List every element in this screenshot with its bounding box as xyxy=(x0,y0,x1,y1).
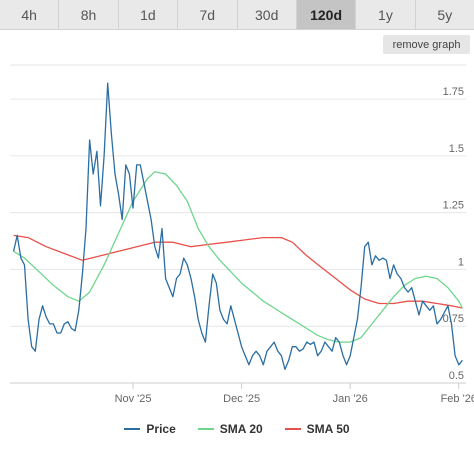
x-tick-label: Jan '26 xyxy=(333,393,368,405)
series-line-sma-50 xyxy=(13,234,463,309)
y-tick-label: 0.5 xyxy=(449,370,464,382)
y-tick-label: 1.25 xyxy=(443,200,464,212)
remove-graph-button[interactable]: remove graph xyxy=(383,35,470,54)
x-tick-label: Nov '25 xyxy=(115,393,152,405)
series-line-sma-20 xyxy=(13,171,463,343)
y-tick-label: 1 xyxy=(458,256,464,268)
series-line-price xyxy=(12,82,463,371)
range-tab-120d[interactable]: 120d xyxy=(296,0,357,29)
legend-item-sma-20[interactable]: SMA 20 xyxy=(197,421,263,437)
x-tick-label: Dec '25 xyxy=(223,393,260,405)
chart-legend: Price SMA 20 SMA 50 xyxy=(0,421,474,437)
range-tab-30d[interactable]: 30d xyxy=(238,0,297,29)
range-tab-7d[interactable]: 7d xyxy=(178,0,238,29)
legend-label: SMA 20 xyxy=(219,422,263,436)
range-tab-4h[interactable]: 4h xyxy=(0,0,60,29)
y-tick-label: 1.5 xyxy=(449,143,464,155)
legend-item-sma-50[interactable]: SMA 50 xyxy=(284,421,350,437)
legend-swatch xyxy=(124,428,141,430)
legend-label: SMA 50 xyxy=(306,422,350,436)
legend-swatch xyxy=(284,428,301,430)
range-tab-8h[interactable]: 8h xyxy=(59,0,119,29)
range-tab-5y[interactable]: 5y xyxy=(437,6,453,23)
range-tab-1y[interactable]: 1y xyxy=(356,0,416,29)
x-tick-label: Feb '26 xyxy=(441,393,474,405)
legend-swatch xyxy=(197,428,214,430)
y-tick-label: 0.75 xyxy=(443,313,464,325)
legend-item-price[interactable]: Price xyxy=(124,421,176,437)
y-tick-label: 1.75 xyxy=(443,86,464,98)
range-tabs: 4h 8h 1d 7d 30d 120d 1y 5y xyxy=(0,0,474,30)
legend-label: Price xyxy=(146,422,176,436)
range-tab-1d[interactable]: 1d xyxy=(119,0,179,29)
